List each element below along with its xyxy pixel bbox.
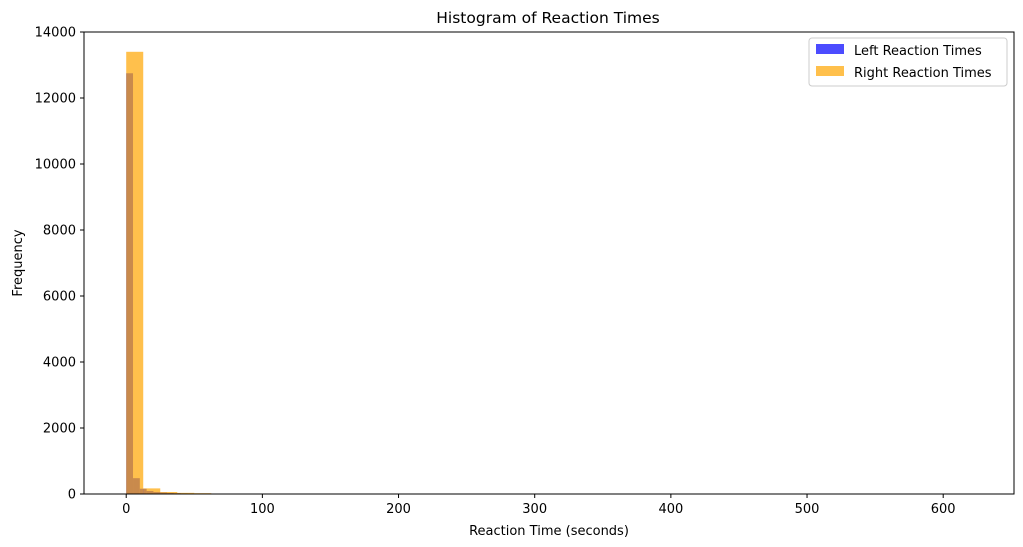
y-axis-ticks: 0 2000 4000 6000 8000 10000 12000 14000 bbox=[35, 26, 84, 503]
right-bar-3 bbox=[177, 492, 195, 494]
x-axis-ticks: 0 100 200 300 400 500 600 bbox=[122, 494, 956, 517]
y-tick-label: 10000 bbox=[35, 158, 76, 173]
x-tick-label: 300 bbox=[522, 502, 547, 517]
x-tick-label: 100 bbox=[250, 502, 275, 517]
y-tick-label: 6000 bbox=[43, 290, 76, 305]
chart-title: Histogram of Reaction Times bbox=[436, 9, 659, 27]
legend-box bbox=[808, 37, 1008, 87]
axes-frame bbox=[83, 31, 1015, 495]
legend-swatch-left bbox=[816, 44, 844, 54]
y-axis-title: Frequency bbox=[11, 229, 26, 296]
y-tick-label: 4000 bbox=[43, 356, 76, 371]
y-tick-label: 8000 bbox=[43, 224, 76, 239]
right-bar-0 bbox=[126, 51, 144, 495]
x-axis-title: Reaction Time (seconds) bbox=[469, 524, 629, 539]
legend-swatch-right bbox=[816, 66, 844, 76]
right-bar-1 bbox=[143, 488, 161, 494]
y-tick-label: 12000 bbox=[35, 92, 76, 107]
x-tick-label: 500 bbox=[795, 502, 820, 517]
y-tick-label: 2000 bbox=[43, 422, 76, 437]
right-bar-2 bbox=[160, 492, 178, 494]
x-tick-label: 200 bbox=[386, 502, 411, 517]
chart-legend: Left Reaction Times Right Reaction Times bbox=[808, 37, 1008, 87]
x-tick-label: 400 bbox=[658, 502, 683, 517]
y-tick-label: 0 bbox=[68, 488, 76, 503]
x-tick-label: 600 bbox=[931, 502, 956, 517]
legend-label-right: Right Reaction Times bbox=[854, 66, 992, 81]
legend-label-left: Left Reaction Times bbox=[854, 44, 982, 59]
x-tick-label: 0 bbox=[122, 502, 130, 517]
y-tick-label: 14000 bbox=[35, 26, 76, 41]
